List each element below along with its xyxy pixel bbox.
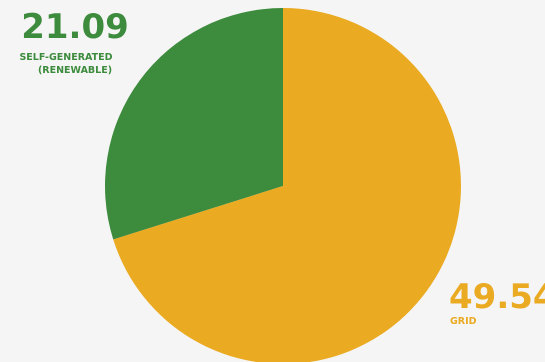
pie-slice-self-generated [104,8,283,240]
grid-name-label: GRID [450,316,477,327]
self-generated-value-label: 21.09 [21,7,129,47]
self-generated-name-label-line2: (RENEWABLE) [38,65,112,76]
grid-value-label: 49.54 [449,277,545,317]
pie-slice-grid [113,8,461,362]
pie-slices [104,8,461,362]
self-generated-name-label-line1: SELF-GENERATED [19,52,112,63]
